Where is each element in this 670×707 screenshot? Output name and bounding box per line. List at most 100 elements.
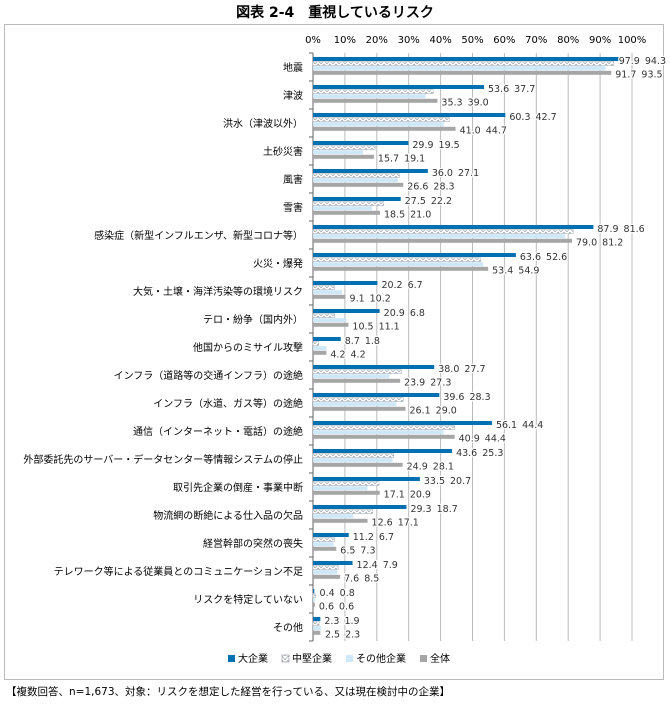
bar-大企業 — [313, 421, 492, 425]
bar-中堅企業 — [312, 201, 385, 206]
x-tick-label: 80% — [557, 35, 579, 46]
bar-その他企業 — [313, 374, 390, 379]
bar-その他企業 — [313, 626, 321, 631]
data-label: 6.5 — [340, 546, 355, 557]
data-label: 39.6 — [443, 392, 464, 403]
bar-全体 — [313, 126, 456, 131]
data-label: 36.0 — [432, 168, 453, 179]
data-label: 2.3 — [324, 616, 339, 627]
data-label: 52.6 — [546, 252, 567, 263]
bar-全体 — [313, 322, 349, 327]
data-label: 53.4 — [492, 266, 513, 277]
data-label: 43.6 — [456, 448, 477, 459]
x-tick-label: 60% — [493, 35, 515, 46]
bar-中堅企業 — [312, 509, 373, 514]
data-label: 15.7 — [378, 154, 399, 165]
data-label: 79.0 — [576, 238, 597, 249]
bar-大企業 — [313, 281, 378, 285]
bar-大企業 — [313, 253, 516, 257]
bar-中堅企業 — [312, 621, 320, 626]
bar-その他企業 — [313, 66, 606, 71]
bar-全体 — [313, 350, 327, 355]
bar-全体 — [313, 602, 315, 607]
bar-大企業 — [313, 617, 321, 621]
data-label: 33.5 — [424, 476, 445, 487]
x-tick-label: 40% — [429, 35, 451, 46]
data-label: 0.8 — [340, 588, 355, 599]
bar-全体 — [313, 154, 374, 159]
data-label: 25.3 — [482, 448, 503, 459]
x-tick-label: 100% — [618, 35, 647, 46]
bar-その他企業 — [313, 458, 393, 463]
x-tick-label: 90% — [589, 35, 611, 46]
bar-その他企業 — [313, 94, 426, 99]
data-label: 27.1 — [458, 168, 479, 179]
bar-全体 — [313, 182, 404, 187]
bar-その他企業 — [313, 206, 373, 211]
data-label: 35.3 — [441, 98, 462, 109]
bar-その他企業 — [313, 598, 315, 603]
data-label: 87.9 — [597, 224, 618, 235]
bar-中堅企業 — [312, 117, 450, 122]
data-label: 91.7 — [615, 70, 636, 81]
category-label: 大気・土壌・海洋汚染等の環境リスク — [133, 285, 303, 298]
category-label: 外部委託先のサーバー・データセンター等情報システムの停止 — [23, 453, 303, 466]
bar-全体 — [313, 378, 401, 383]
data-label: 44.7 — [486, 126, 507, 137]
bar-その他企業 — [313, 262, 484, 267]
category-label: テロ・紛争（国内外） — [203, 313, 303, 326]
data-label: 20.2 — [381, 280, 402, 291]
category-label: インフラ（水道、ガス等）の途絶 — [153, 397, 303, 410]
legend-swatch — [228, 655, 235, 662]
bar-大企業 — [313, 365, 435, 369]
bar-中堅企業 — [312, 593, 316, 598]
data-label: 40.9 — [459, 434, 480, 445]
data-label: 4.2 — [351, 350, 366, 361]
bar-全体 — [313, 630, 321, 635]
data-label: 27.7 — [464, 364, 485, 375]
bar-大企業 — [313, 197, 401, 201]
data-label: 10.5 — [352, 322, 373, 333]
bar-中堅企業 — [312, 285, 335, 290]
data-label: 44.4 — [522, 420, 543, 431]
category-label: 土砂災害 — [263, 145, 303, 158]
data-label: 4.2 — [330, 350, 345, 361]
data-label: 7.9 — [383, 560, 398, 571]
category-label: テレワーク等による従業員とのコミュニケーション不足 — [54, 565, 303, 578]
data-label: 24.9 — [407, 462, 428, 473]
bar-中堅企業 — [312, 173, 400, 178]
bar-その他企業 — [313, 178, 398, 183]
bar-その他企業 — [313, 430, 444, 435]
bar-その他企業 — [313, 514, 354, 519]
data-label: 26.1 — [410, 406, 431, 417]
data-label: 53.6 — [488, 84, 509, 95]
legend-label: 大企業 — [238, 652, 268, 665]
category-label: 他国からのミサイル攻撃 — [193, 341, 303, 354]
legend-label: 全体 — [430, 652, 450, 665]
data-label: 29.0 — [436, 406, 457, 417]
bar-全体 — [313, 210, 380, 215]
bar-全体 — [313, 98, 438, 103]
data-label: 81.2 — [602, 238, 623, 249]
bar-大企業 — [313, 113, 506, 117]
footnote: 【複数回答、n=1,673、対象：リスクを想定した経営を行っている、又は現在検討… — [6, 686, 450, 698]
data-label: 8.5 — [364, 574, 379, 585]
data-label: 81.6 — [624, 224, 645, 235]
data-label: 28.3 — [433, 182, 454, 193]
data-label: 42.7 — [536, 112, 557, 123]
data-label: 23.9 — [404, 378, 425, 389]
category-label: 経営幹部の突然の喪失 — [203, 537, 303, 550]
bar-中堅企業 — [312, 229, 574, 234]
category-label: 雪害 — [283, 201, 303, 214]
x-tick-label: 0% — [305, 35, 321, 46]
data-label: 17.1 — [384, 490, 405, 501]
bar-中堅企業 — [312, 397, 404, 402]
data-label: 1.8 — [365, 336, 380, 347]
data-label: 19.5 — [439, 140, 460, 151]
category-label: その他 — [273, 621, 303, 634]
data-label: 94.3 — [645, 56, 666, 67]
category-label: 洪水（津波以外） — [223, 117, 303, 130]
bar-全体 — [313, 266, 489, 271]
x-tick-label: 10% — [334, 35, 356, 46]
data-label: 63.6 — [520, 252, 541, 263]
